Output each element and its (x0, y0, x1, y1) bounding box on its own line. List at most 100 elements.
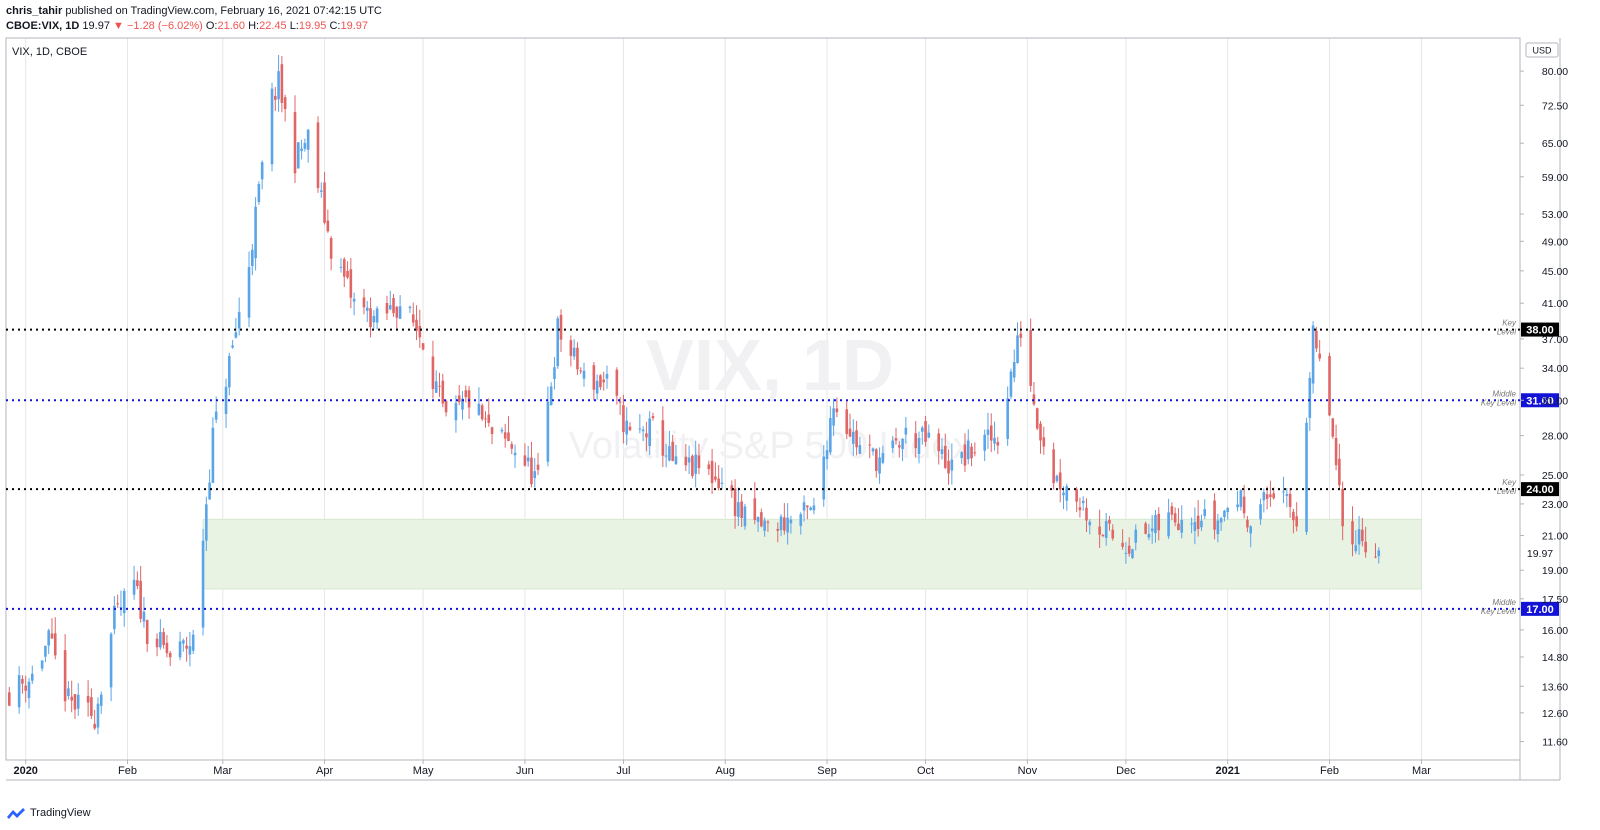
candle-body (234, 332, 238, 338)
price-change: −1.28 (−6.02%) (126, 20, 203, 32)
candle-body (398, 306, 402, 319)
candle-body (109, 633, 113, 688)
candle-body (365, 307, 369, 311)
candle-body (1223, 510, 1226, 518)
x-tick-label: 2021 (1215, 765, 1239, 777)
candle-body (549, 386, 553, 406)
candle-body (1016, 335, 1019, 363)
candle-body (188, 646, 192, 655)
candle-body (799, 514, 803, 526)
candle-body (76, 694, 80, 709)
candle-body (214, 411, 218, 420)
candle-body (434, 381, 438, 393)
level-note: Level (1497, 487, 1516, 496)
brand-name[interactable]: TradingView (30, 807, 91, 819)
candle-body (205, 504, 208, 541)
y-tick-label: 41.00 (1542, 298, 1568, 310)
candle-body (142, 611, 146, 622)
candle-body (786, 517, 789, 533)
candle-body (1262, 492, 1266, 501)
candle-body (822, 456, 826, 500)
candle-body (628, 426, 632, 431)
candle-body (1019, 333, 1023, 338)
candle-body (145, 620, 149, 645)
candle-body (592, 365, 596, 390)
candle-body (395, 306, 399, 318)
candle-body (178, 641, 182, 658)
y-tick-label: 72.50 (1542, 100, 1568, 112)
candle-body (1062, 492, 1065, 496)
candle-body (1055, 475, 1059, 482)
candle-body (756, 516, 760, 522)
candle-body (27, 681, 31, 699)
high-label: H: (248, 20, 260, 32)
y-tick-label: 16.00 (1542, 625, 1568, 637)
candle-body (1216, 520, 1220, 535)
y-tick-label: 53.00 (1542, 209, 1568, 221)
candle-body (418, 326, 422, 338)
y-tick-label: 80.00 (1542, 66, 1568, 78)
candle-body (891, 440, 895, 449)
candle-body (277, 71, 280, 100)
candle-body (710, 460, 714, 484)
candle-body (1200, 520, 1203, 528)
candle-body (855, 430, 858, 448)
y-tick-label: 21.00 (1542, 530, 1568, 542)
support-zone[interactable] (202, 518, 1422, 590)
candle-body (1039, 423, 1042, 441)
candle-body (477, 403, 481, 415)
candle-body (303, 143, 307, 149)
candle-body (306, 129, 310, 150)
candle-body (553, 367, 556, 379)
candle-body (605, 374, 609, 379)
candle-body (523, 455, 527, 466)
candle-body (44, 645, 47, 657)
candle-body (1272, 493, 1275, 499)
candle-body (1249, 526, 1252, 534)
candle-body (1150, 528, 1154, 532)
candle-body (270, 88, 274, 165)
candle-body (536, 464, 540, 470)
candle-body (208, 482, 211, 500)
candle-body (694, 454, 697, 474)
candle-body (618, 401, 622, 403)
candle-body (165, 642, 169, 654)
candle-body (467, 390, 471, 408)
author-name[interactable]: chris_tahir (6, 5, 63, 17)
candle-body (251, 249, 254, 267)
candle-body (96, 703, 100, 728)
tradingview-logo-icon[interactable] (6, 806, 26, 820)
x-tick-label: Apr (316, 765, 333, 777)
candle-body (99, 694, 103, 706)
candle-body (300, 148, 303, 152)
candle-body (943, 445, 947, 468)
candle-body (1351, 521, 1354, 545)
candle-body (806, 505, 809, 508)
candle-body (500, 429, 504, 432)
candle-body (1006, 398, 1009, 439)
y-tick-label: 11.60 (1542, 737, 1568, 749)
candle-body (113, 605, 116, 630)
candle-body (274, 95, 277, 100)
candle-body (674, 456, 678, 465)
candle-body (47, 630, 50, 646)
candle-body (1361, 529, 1364, 542)
level-price-label: 17.00 (1526, 604, 1554, 616)
candle-body (947, 460, 950, 474)
candle-body (1354, 545, 1358, 552)
currency-badge[interactable] (1525, 42, 1559, 58)
candle-body (1121, 542, 1124, 547)
candle-body (93, 723, 96, 729)
y-tick-label: 17.50 (1542, 594, 1568, 606)
candle-body (730, 485, 734, 491)
candle-body (1269, 494, 1272, 497)
candle-body (1203, 509, 1207, 516)
candle-body (510, 444, 514, 449)
candle-body (385, 302, 389, 314)
candle-body (139, 580, 142, 619)
candle-body (802, 502, 806, 511)
candle-body (766, 521, 770, 523)
candle-body (1081, 500, 1085, 504)
candle-body (1196, 515, 1200, 530)
